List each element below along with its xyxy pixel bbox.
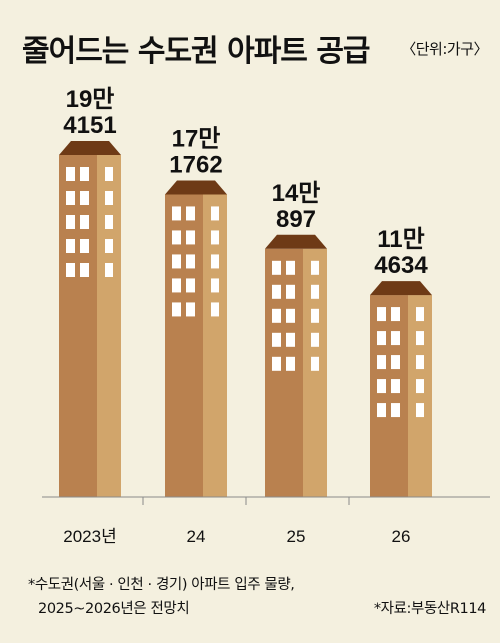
window (105, 263, 113, 277)
window (416, 379, 424, 394)
window (186, 302, 195, 317)
building-bar (370, 281, 432, 497)
window (391, 307, 400, 322)
building-front (265, 248, 303, 497)
window (391, 379, 400, 394)
window (272, 356, 281, 371)
window (311, 284, 319, 299)
window (416, 307, 424, 322)
building-front (370, 295, 408, 497)
building-roof (370, 281, 432, 296)
window (172, 230, 181, 245)
data-label-bottom: 1762 (169, 151, 222, 178)
window (66, 263, 75, 277)
window (105, 215, 113, 229)
window (80, 263, 89, 277)
window (211, 230, 219, 245)
category-label: 24 (187, 527, 206, 546)
window (66, 167, 75, 181)
window (377, 355, 386, 370)
window (286, 284, 295, 299)
window (105, 239, 113, 253)
footnote-line-1: *수도권(서울 · 인천 · 경기) 아파트 입주 물량, (28, 577, 295, 593)
window (377, 307, 386, 322)
window (172, 278, 181, 293)
window (286, 332, 295, 347)
building-bar (165, 180, 227, 497)
category-label: 2023년 (63, 527, 116, 546)
data-label-bottom: 897 (276, 206, 316, 233)
window (311, 332, 319, 347)
data-label-top: 14만 (272, 180, 321, 207)
window (172, 254, 181, 269)
building-roof (165, 180, 227, 195)
window (66, 215, 75, 229)
window (105, 167, 113, 181)
window (311, 260, 319, 275)
window (286, 356, 295, 371)
building-roof (265, 234, 327, 249)
window (172, 302, 181, 317)
window (105, 191, 113, 205)
footnote-line-2: 2025~2026년은 전망치 (38, 601, 190, 617)
category-label: 26 (392, 527, 411, 546)
window (272, 284, 281, 299)
window (80, 167, 89, 181)
window (211, 254, 219, 269)
building-side (203, 194, 227, 497)
window (416, 355, 424, 370)
window (66, 191, 75, 205)
data-label-top: 17만 (172, 125, 221, 152)
window (377, 331, 386, 346)
window (272, 308, 281, 323)
window (172, 206, 181, 221)
window (416, 331, 424, 346)
building-side (97, 155, 121, 497)
window (66, 239, 75, 253)
window (80, 239, 89, 253)
window (211, 302, 219, 317)
data-label-bottom: 4151 (63, 112, 116, 139)
building-bar (59, 141, 121, 497)
window (80, 191, 89, 205)
building-front (59, 155, 97, 497)
building-roof (59, 141, 121, 155)
data-label-top: 11만 (377, 226, 424, 253)
data-label-top: 19만 (66, 86, 115, 113)
window (80, 215, 89, 229)
building-bar (265, 234, 327, 497)
source-label: *자료:부동산R114 (373, 601, 487, 617)
window (286, 260, 295, 275)
window (186, 254, 195, 269)
window (416, 403, 424, 418)
window (311, 308, 319, 323)
window (286, 308, 295, 323)
building-front (165, 194, 203, 497)
window (391, 355, 400, 370)
window (186, 230, 195, 245)
category-label: 25 (287, 527, 306, 546)
window (211, 206, 219, 221)
window (391, 331, 400, 346)
window (272, 260, 281, 275)
data-label-bottom: 4634 (374, 252, 428, 279)
footnote: *수도권(서울 · 인천 · 경기) 아파트 입주 물량, 2025~2026년… (28, 573, 295, 621)
window (211, 278, 219, 293)
window (272, 332, 281, 347)
window (186, 206, 195, 221)
building-side (408, 295, 432, 497)
chart-title: 줄어드는 수도권 아파트 공급 (22, 34, 371, 69)
window (186, 278, 195, 293)
window (311, 356, 319, 371)
category-labels: 2023년 24 25 26 (63, 527, 410, 546)
window (377, 379, 386, 394)
window (391, 403, 400, 418)
window (377, 403, 386, 418)
tick-group (142, 497, 350, 505)
unit-label: 〈단위:가구〉 (401, 40, 488, 58)
